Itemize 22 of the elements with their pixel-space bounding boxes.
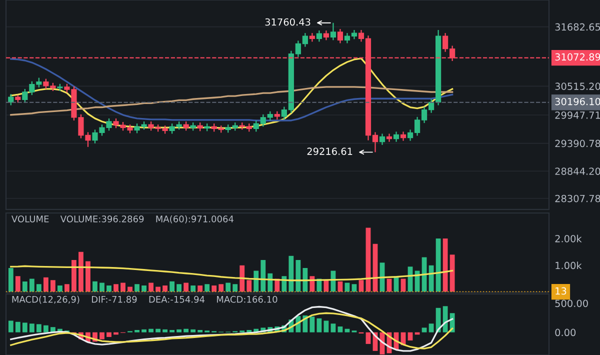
annotation: MACD:166.10 — [217, 296, 278, 303]
annotation: VOLUME — [12, 216, 49, 222]
y-tick-label: 29947.71 — [555, 111, 600, 119]
annotation: VOLUME:396.2869 — [60, 216, 144, 222]
ref-line-label: 13 — [556, 287, 566, 295]
y-tick-label: 28844.20 — [555, 168, 600, 175]
y-tick-label: 2.00k — [555, 234, 582, 242]
y-tick-label: 1.00k — [556, 262, 582, 270]
y-tick-label: 30515.20 — [555, 82, 600, 90]
annotation: 29216.61 — [307, 148, 352, 155]
ref-line-label: 31072.89 — [555, 53, 600, 61]
annotation: 31760.43 — [265, 18, 310, 26]
y-tick-label: 31682.65 — [555, 23, 600, 31]
annotation: DIF:-71.89 — [92, 296, 137, 303]
y-tick-label: 29390.78 — [555, 140, 600, 148]
y-tick-label: 500.00 — [555, 300, 588, 308]
y-tick-label: 0.00 — [555, 328, 576, 336]
y-tick-label: 28307.78 — [555, 194, 600, 202]
annotation: MACD(12,26,9) — [12, 296, 80, 304]
annotation: DEA:-154.94 — [149, 296, 205, 303]
ref-line-label: 30196.10 — [555, 98, 600, 106]
annotation: MA(60):971.0064 — [156, 215, 234, 224]
